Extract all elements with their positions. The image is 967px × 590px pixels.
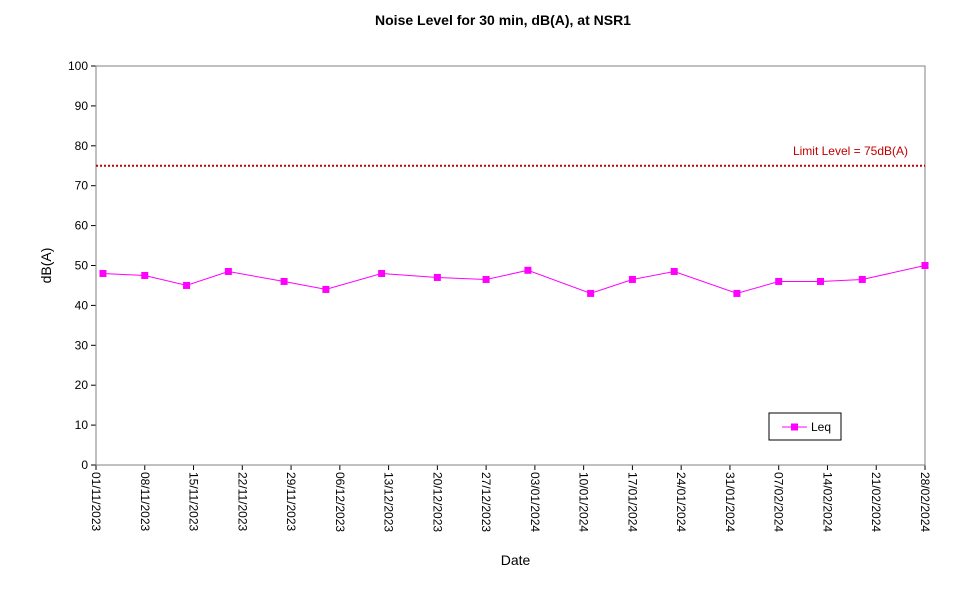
x-tick-label: 13/12/2023	[382, 472, 396, 532]
x-tick-label: 10/01/2024	[577, 472, 591, 532]
x-tick-label: 14/02/2024	[820, 472, 834, 532]
y-tick-label: 10	[75, 418, 89, 432]
data-point-marker	[280, 277, 288, 285]
x-tick-label: 24/01/2024	[674, 472, 688, 532]
y-tick-label: 30	[75, 338, 89, 352]
y-tick-label: 20	[75, 378, 89, 392]
x-tick-label: 15/11/2023	[187, 472, 201, 531]
legend-square-marker	[791, 423, 798, 431]
x-axis-ticks: 01/11/2023 08/11/2023 15/11/2023 22/11/2023…	[89, 465, 932, 532]
data-point-marker	[378, 269, 386, 277]
y-tick-label: 80	[75, 139, 89, 153]
x-axis-label: Date	[501, 552, 531, 568]
y-tick-label: 100	[68, 59, 88, 73]
x-tick-label: 20/12/2023	[430, 472, 444, 532]
data-point-marker	[587, 289, 595, 297]
data-point-marker	[733, 289, 741, 297]
data-point-marker	[817, 277, 825, 285]
y-axis-label: dB(A)	[38, 248, 54, 284]
x-tick-label: 06/12/2023	[333, 472, 347, 532]
data-point-marker	[141, 271, 149, 279]
y-tick-label: 90	[75, 99, 89, 113]
limit-level-label: Limit Level = 75dB(A)	[793, 144, 908, 158]
data-point-marker	[482, 275, 490, 283]
x-tick-label: 21/02/2024	[869, 472, 883, 532]
y-tick-label: 70	[75, 179, 89, 193]
y-tick-label: 50	[75, 259, 89, 273]
x-tick-label: 03/01/2024	[528, 472, 542, 532]
x-tick-label: 31/01/2024	[723, 472, 737, 532]
plot-area	[95, 65, 926, 466]
data-point-marker	[921, 262, 929, 269]
data-point-marker	[433, 273, 441, 281]
x-tick-label: 28/02/2024	[918, 472, 932, 532]
data-point-marker	[183, 281, 191, 289]
data-point-marker	[322, 285, 330, 293]
data-point-marker	[99, 269, 107, 277]
x-tick-label: 22/11/2023	[235, 472, 249, 531]
x-tick-label: 07/02/2024	[772, 472, 786, 532]
x-tick-label: 17/01/2024	[625, 472, 639, 532]
leq-series	[99, 262, 929, 297]
data-point-marker	[628, 275, 636, 283]
y-tick-label: 0	[81, 458, 88, 472]
y-tick-label: 40	[75, 298, 89, 312]
series-line	[102, 265, 926, 294]
chart-title: Noise Level for 30 min, dB(A), at NSR1	[375, 12, 631, 28]
data-point-marker	[670, 267, 678, 275]
y-axis-ticks: 0 10 20 30 40 50 60 70 80 90 100	[68, 59, 96, 472]
legend-label-leq: Leq	[811, 420, 831, 434]
x-tick-label: 29/11/2023	[284, 472, 298, 531]
x-tick-label: 08/11/2023	[138, 472, 152, 531]
data-point-marker	[858, 275, 866, 283]
data-point-marker	[224, 267, 232, 275]
y-tick-label: 60	[75, 219, 89, 233]
data-point-marker	[775, 277, 783, 285]
x-tick-label: 01/11/2023	[89, 472, 103, 531]
data-point-marker	[524, 266, 532, 274]
x-tick-label: 27/12/2023	[479, 472, 493, 532]
legend: Leq	[768, 412, 842, 441]
